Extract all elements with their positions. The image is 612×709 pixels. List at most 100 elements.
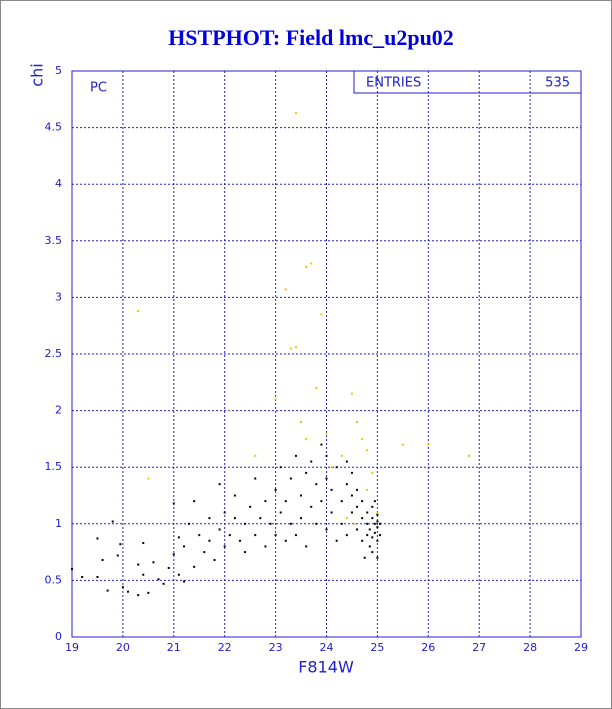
x-tick-label: 22 [218,641,232,654]
x-tick-label: 29 [574,641,588,654]
point [356,420,359,423]
point [289,477,292,480]
point [218,483,221,486]
point [193,565,196,568]
x-tick-label: 23 [269,641,283,654]
point [152,561,155,564]
point [330,488,333,491]
point [300,494,303,497]
point [81,576,84,579]
point [366,488,369,491]
point [345,460,348,463]
point [182,580,185,583]
point [401,443,404,446]
point [368,545,371,548]
point [193,500,196,503]
point [137,594,140,597]
point [238,539,241,542]
point [119,543,122,546]
point [371,551,374,554]
point [96,576,99,579]
point [233,517,236,520]
point [310,460,313,463]
point [289,522,292,525]
point [142,573,145,576]
point [254,477,257,480]
point [325,454,328,457]
point [361,500,364,503]
point [361,437,364,440]
y-tick-label: 4.5 [45,121,63,134]
point [350,494,353,497]
point [259,517,262,520]
point [315,522,318,525]
point [101,559,104,562]
y-tick-label: 2 [55,404,62,417]
point [366,534,369,537]
point [320,500,323,503]
point [198,534,201,537]
point [274,534,277,537]
point [218,528,221,531]
x-tick-label: 24 [320,641,334,654]
point [294,454,297,457]
point [371,517,374,520]
point [167,566,170,569]
point [284,539,287,542]
point [264,500,267,503]
point [269,522,272,525]
point [233,494,236,497]
point [300,420,303,423]
point [356,505,359,508]
point [305,265,308,268]
point [111,520,114,523]
x-tick-label: 27 [472,641,486,654]
point [294,534,297,537]
point [315,483,318,486]
point [223,511,226,514]
point [350,471,353,474]
y-tick-label: 5 [55,64,62,77]
point [294,111,297,114]
point [208,539,211,542]
point [325,528,328,531]
point [162,582,165,585]
point [366,449,369,452]
point [284,500,287,503]
point [325,477,328,480]
point [335,539,338,542]
y-axis-label: chi [28,63,47,86]
point [147,591,150,594]
point [371,536,374,539]
point [366,511,369,514]
point [96,537,99,540]
point [71,568,73,571]
y-tick-label: 1.5 [45,460,63,473]
point [279,466,282,469]
x-tick-label: 19 [65,641,79,654]
point [300,517,303,520]
point [378,534,381,537]
point [137,309,140,312]
stats-label: ENTRIES [366,76,421,91]
point [340,522,343,525]
y-tick-label: 2.5 [45,347,63,360]
point [363,556,366,559]
point [182,545,185,548]
point [350,511,353,514]
point [366,522,369,525]
point [279,511,282,514]
point [208,517,211,520]
point [172,502,175,505]
point [213,559,216,562]
point [373,531,376,534]
point [264,545,267,548]
point [254,454,257,457]
x-tick-label: 20 [116,641,130,654]
y-tick-label: 0.5 [45,573,63,586]
point [203,551,206,554]
point [376,526,379,529]
point [345,483,348,486]
point [345,534,348,537]
point [376,556,379,559]
